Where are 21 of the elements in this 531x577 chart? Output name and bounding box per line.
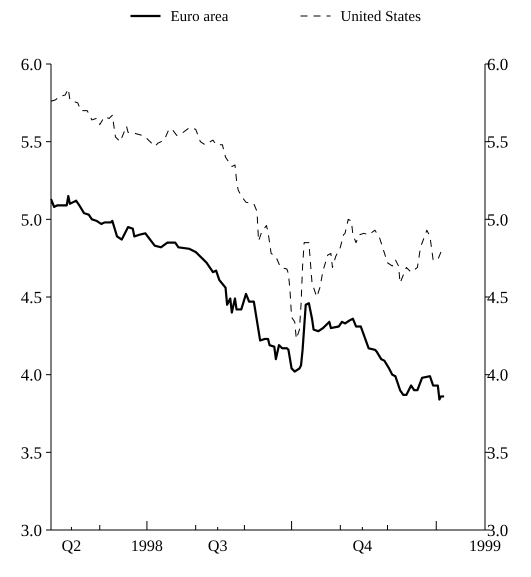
y-tick-label: 4.5: [20, 288, 42, 307]
y-tick-label: 4.0: [20, 366, 42, 385]
y2-tick-label: 6.0: [487, 55, 508, 74]
y-tick-label: 5.0: [20, 210, 42, 230]
y-tick-label: 5.5: [20, 132, 42, 152]
y2-tick-label: 5.5: [487, 132, 508, 152]
y-tick-label: 6.0: [20, 55, 42, 74]
x-tick-label: Q2: [62, 538, 82, 555]
y2-tick-label: 3.5: [487, 443, 508, 462]
x-tick-label: Q4: [352, 538, 372, 555]
x-tick-label: Q3: [208, 538, 228, 555]
y-tick-label: 3.0: [20, 521, 42, 540]
y2-tick-label: 3.0: [487, 521, 508, 540]
y-tick-label: 3.5: [20, 443, 42, 462]
legend-label: Euro area: [170, 9, 229, 25]
x-tick-label: 1998: [130, 538, 163, 555]
legend-label: United States: [340, 9, 422, 25]
x-tick-label: 1999: [469, 538, 501, 555]
y2-tick-label: 4.5: [487, 288, 508, 307]
y2-tick-label: 4.0: [487, 366, 508, 385]
y2-tick-label: 5.0: [487, 210, 508, 230]
